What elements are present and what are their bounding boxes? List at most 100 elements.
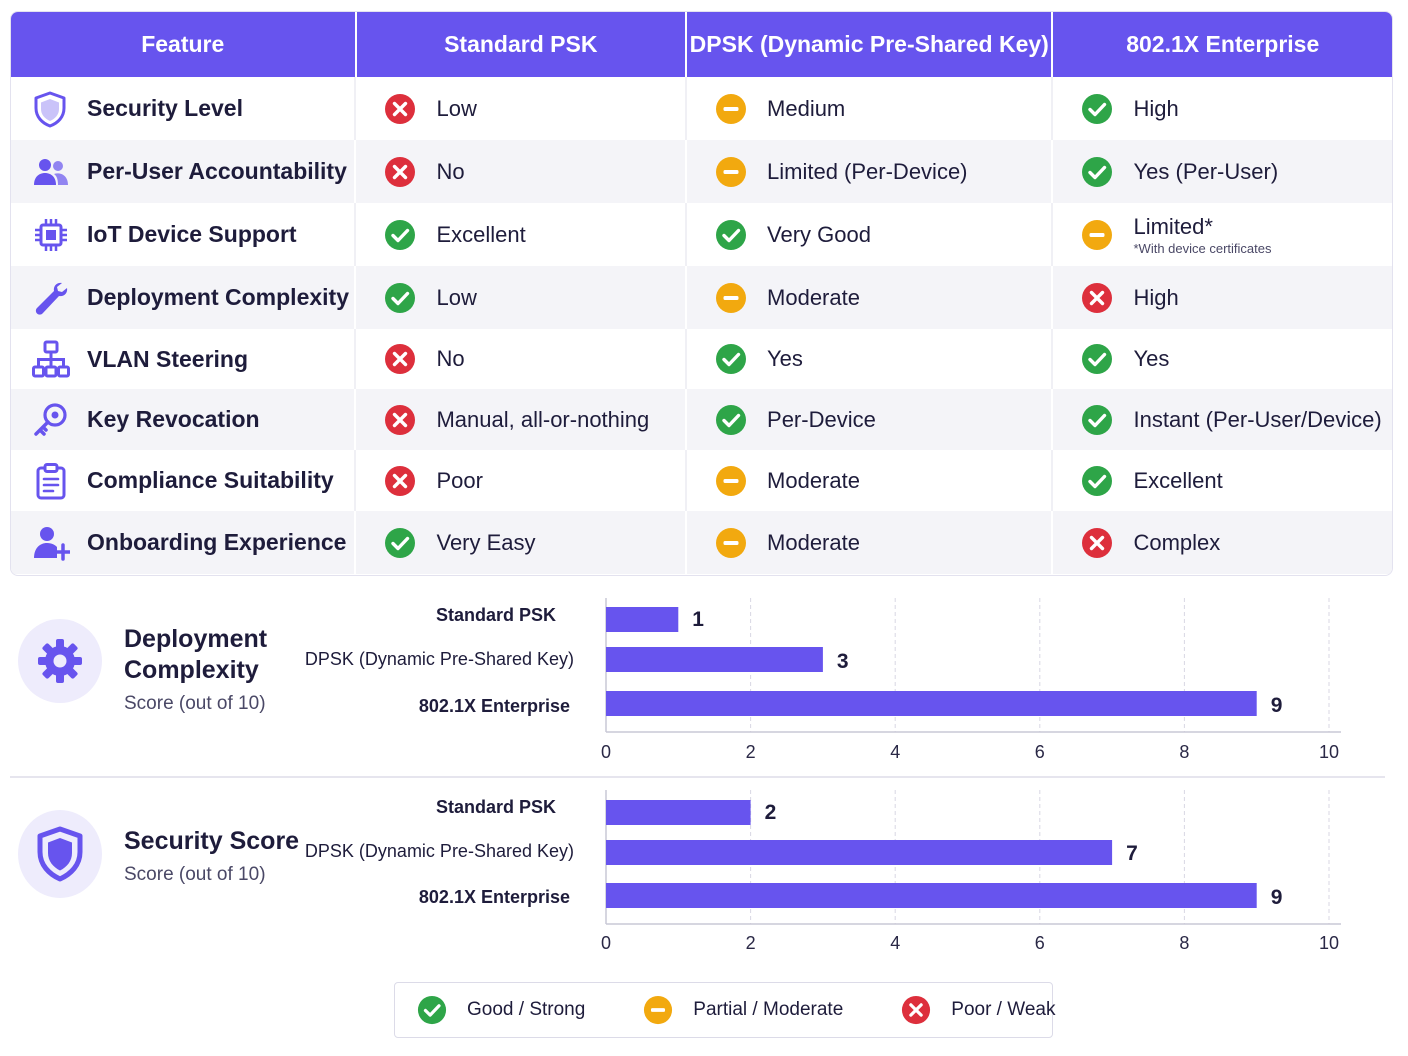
bar-value-label: 3 <box>837 650 849 673</box>
value-cell: Yes <box>1053 329 1392 389</box>
add-user-icon <box>31 523 71 563</box>
table-body: Security Level Low Medium High Per-User Acco… <box>11 77 1392 574</box>
value-text: No <box>436 158 465 184</box>
bar <box>606 800 751 825</box>
x-tick-label: 0 <box>601 933 611 953</box>
value-cell: Low <box>356 266 688 329</box>
value-cell: No <box>356 140 688 203</box>
category-label: DPSK (Dynamic Pre-Shared Key) <box>304 649 574 669</box>
x-circle-icon <box>384 93 416 125</box>
table-row: Deployment Complexity Low Moderate High <box>11 266 1392 329</box>
value-text: Per-Device <box>767 406 876 432</box>
table-header: Feature Standard PSK DPSK (Dynamic Pre-S… <box>11 12 1392 77</box>
column-header-8021x: 802.1X Enterprise <box>1126 31 1320 57</box>
key-icon <box>31 400 71 440</box>
legend-item: Partial / Moderate <box>643 995 843 1025</box>
wrench-icon <box>31 278 71 318</box>
x-circle-icon <box>1081 527 1113 559</box>
value-cell: Moderate <box>687 266 1054 329</box>
value-text: Moderate <box>767 467 860 493</box>
value-cell: Very Easy <box>356 511 688 574</box>
check-circle-icon <box>1081 156 1113 188</box>
feature-cell: Key Revocation <box>11 389 357 450</box>
table-row: Key Revocation Manual, all-or-nothing Per-… <box>11 389 1392 450</box>
value-cell: Moderate <box>687 450 1054 511</box>
value-text: Instant (Per-User/Device) <box>1133 406 1382 432</box>
check-circle-icon <box>384 219 416 251</box>
minus-circle-icon <box>715 282 747 314</box>
feature-cell: VLAN Steering <box>11 329 357 389</box>
chart-subtitle: Score (out of 10) <box>124 693 266 714</box>
network-icon <box>31 339 71 379</box>
bar <box>606 840 1113 865</box>
feature-cell: Security Level <box>11 77 357 140</box>
security-score-chart: Security Score Score (out of 10) Standar… <box>0 782 1408 962</box>
bar-value-label: 1 <box>692 608 704 631</box>
feature-label: Compliance Suitability <box>87 467 334 493</box>
gear-icon <box>34 635 86 687</box>
x-circle-icon <box>384 404 416 436</box>
check-circle-icon <box>384 527 416 559</box>
value-text: Complex <box>1133 529 1221 555</box>
shield-icon <box>31 89 71 129</box>
value-cell: Medium <box>687 77 1054 140</box>
x-tick-label: 2 <box>746 742 756 762</box>
minus-circle-icon <box>715 156 747 188</box>
bar <box>606 691 1257 716</box>
x-tick-label: 4 <box>890 933 900 953</box>
feature-cell: Deployment Complexity <box>11 266 357 329</box>
feature-label: Onboarding Experience <box>87 529 347 555</box>
value-text: Yes <box>767 346 803 371</box>
check-circle-icon <box>715 404 747 436</box>
value-cell: Manual, all-or-nothing <box>356 389 688 450</box>
value-text: Very Good <box>767 221 871 247</box>
column-header-standard-psk: Standard PSK <box>357 12 688 77</box>
feature-cell: Compliance Suitability <box>11 450 357 511</box>
value-cell: Instant (Per-User/Device) <box>1053 389 1392 450</box>
x-circle-icon <box>384 465 416 497</box>
value-text: Low <box>436 284 477 310</box>
value-text: Yes (Per-User) <box>1133 158 1279 184</box>
category-label: 802.1X Enterprise <box>418 887 570 907</box>
category-label: DPSK (Dynamic Pre-Shared Key) <box>304 841 574 861</box>
users-icon <box>31 152 71 192</box>
feature-label: Security Level <box>87 95 243 121</box>
feature-cell: IoT Device Support <box>11 203 357 266</box>
table-row: IoT Device Support Excellent Very Good Limi… <box>11 203 1392 266</box>
gear-icon-badge <box>18 619 102 703</box>
shield-icon <box>35 826 85 882</box>
shield-icon-badge <box>18 810 102 898</box>
value-text: Limited (Per-Device) <box>767 158 968 184</box>
table-row: Per-User Accountability No Limited (Per-De… <box>11 140 1392 203</box>
value-text: No <box>436 346 465 371</box>
table-row: Security Level Low Medium High <box>11 77 1392 140</box>
minus-circle-icon <box>715 527 747 559</box>
column-header-dpsk: DPSK (Dynamic Pre-Shared Key) <box>687 12 1054 77</box>
chart-subtitle: Score (out of 10) <box>124 864 266 885</box>
deployment-complexity-chart: Deployment Complexity Score (out of 10) … <box>0 590 1408 770</box>
x-tick-label: 0 <box>601 742 611 762</box>
value-text: Very Easy <box>436 529 536 555</box>
x-tick-label: 2 <box>746 933 756 953</box>
x-tick-label: 8 <box>1179 742 1189 762</box>
value-cell: High <box>1053 77 1392 140</box>
value-text: Excellent <box>1133 467 1223 493</box>
bar-value-label: 9 <box>1271 886 1283 909</box>
check-circle-icon <box>1081 404 1113 436</box>
x-tick-label: 8 <box>1179 933 1189 953</box>
minus-circle-icon <box>715 465 747 497</box>
bar <box>606 883 1257 908</box>
comparison-table: Feature Standard PSK DPSK (Dynamic Pre-S… <box>10 11 1393 576</box>
legend: Good / Strong Partial / Moderate Poor / We… <box>394 982 1055 1038</box>
value-cell: Excellent <box>356 203 688 266</box>
bar-plot-area: 0 2 4 6 8 10 1 3 9 <box>601 598 1341 762</box>
value-text: High <box>1133 284 1179 310</box>
clipboard-icon <box>31 461 71 501</box>
value-text: High <box>1133 95 1179 121</box>
column-header-feature: Feature <box>11 12 357 77</box>
x-tick-label: 10 <box>1319 933 1339 953</box>
value-text: Limited* <box>1133 213 1213 239</box>
table-row: Compliance Suitability Poor Moderate Excell… <box>11 450 1392 511</box>
feature-label: VLAN Steering <box>87 345 249 372</box>
value-text: Moderate <box>767 284 860 310</box>
